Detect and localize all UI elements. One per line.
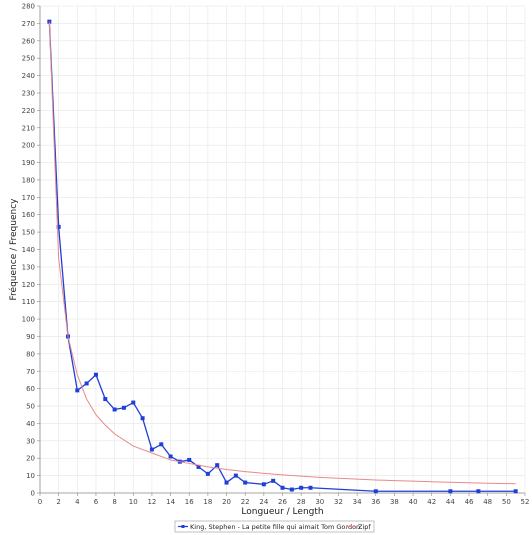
x-tick-label: 42: [427, 498, 436, 506]
y-tick-label: 250: [22, 55, 35, 63]
x-tick-label: 16: [185, 498, 194, 506]
data-point-marker: [84, 381, 89, 386]
legend-swatch-marker-series-1: [181, 525, 185, 528]
x-axis-title: Longueur / Length: [241, 507, 323, 517]
data-point-marker: [121, 405, 126, 410]
data-point-marker: [112, 407, 117, 412]
y-tick-label: 40: [26, 420, 35, 428]
data-point-marker: [168, 454, 173, 459]
y-tick-label: 70: [26, 368, 35, 376]
data-point-marker: [196, 464, 201, 469]
data-point-marker: [448, 489, 453, 494]
x-tick-label: 18: [203, 498, 212, 506]
data-point-marker: [299, 485, 304, 490]
y-tick-label: 100: [22, 316, 35, 324]
y-tick-label: 240: [22, 72, 35, 80]
y-tick-label: 140: [22, 246, 35, 254]
x-tick-label: 8: [112, 498, 116, 506]
data-point-marker: [187, 457, 192, 462]
y-tick-label: 170: [22, 194, 35, 202]
x-tick-label: 2: [56, 498, 60, 506]
y-tick-label: 90: [26, 333, 35, 341]
x-tick-label: 34: [353, 498, 362, 506]
data-point-marker: [75, 388, 80, 393]
data-point-marker: [261, 482, 266, 487]
y-tick-label: 270: [22, 20, 35, 28]
data-point-marker: [513, 489, 518, 494]
y-tick-label: 130: [22, 263, 35, 271]
data-point-marker: [131, 400, 136, 405]
data-point-marker: [233, 473, 238, 478]
y-tick-label: 180: [22, 176, 35, 184]
y-tick-label: 200: [22, 142, 35, 150]
data-point-marker: [280, 485, 285, 490]
x-tick-label: 38: [390, 498, 399, 506]
x-tick-label: 6: [94, 498, 99, 506]
x-tick-label: 10: [129, 498, 138, 506]
data-point-marker: [56, 224, 61, 229]
y-tick-labels: 0 10 20 30 40 50 60 70 80 90 100 110 120 130 140 150 160…: [22, 3, 40, 498]
legend: King, Stephen - La petite fille qui aima…: [174, 520, 375, 533]
y-tick-label: 110: [22, 298, 35, 306]
x-tick-label: 50: [502, 498, 511, 506]
x-tick-label: 32: [334, 498, 343, 506]
x-tick-label: 30: [315, 498, 324, 506]
x-tick-labels: 0 2 4 6 8 10 12 14 16 18 20 22 24 26 28 30 32 34 36 38 40 42 4…: [38, 493, 530, 506]
data-point-marker: [103, 397, 108, 402]
data-point-marker: [308, 485, 313, 490]
x-tick-label: 52: [521, 498, 530, 506]
data-point-marker: [149, 447, 154, 452]
data-point-marker: [289, 487, 294, 492]
data-point-marker: [373, 489, 378, 494]
legend-label-series-1: King, Stephen - La petite fille qui aima…: [190, 523, 362, 531]
x-tick-label: 44: [446, 498, 455, 506]
x-tick-label: 0: [38, 498, 42, 506]
x-tick-label: 48: [483, 498, 492, 506]
y-tick-label: 0: [31, 490, 35, 498]
y-tick-label: 60: [26, 385, 35, 393]
x-tick-label: 36: [371, 498, 380, 506]
x-tick-label: 46: [465, 498, 474, 506]
x-tick-label: 12: [147, 498, 156, 506]
data-point-marker: [271, 478, 276, 483]
y-tick-label: 260: [22, 37, 35, 45]
x-tick-label: 28: [297, 498, 306, 506]
y-tick-label: 210: [22, 124, 35, 132]
data-point-marker: [224, 480, 229, 485]
series-line-2: [48, 21, 516, 485]
x-tick-label: 20: [222, 498, 231, 506]
data-point-marker: [215, 463, 220, 468]
x-tick-label: 4: [75, 498, 80, 506]
series: [47, 19, 518, 494]
data-point-marker: [140, 416, 145, 421]
x-tick-label: 26: [278, 498, 287, 506]
y-tick-label: 220: [22, 107, 35, 115]
legend-label-series-2: Zipf: [358, 523, 371, 531]
y-tick-label: 230: [22, 89, 35, 97]
y-tick-label: 190: [22, 159, 35, 167]
y-tick-label: 10: [26, 472, 35, 480]
y-tick-label: 280: [22, 3, 35, 11]
y-tick-label: 50: [26, 403, 35, 411]
x-tick-label: 24: [259, 498, 268, 506]
data-point-marker: [159, 442, 164, 447]
x-tick-label: 14: [166, 498, 175, 506]
grid: [40, 5, 526, 493]
y-tick-label: 150: [22, 229, 35, 237]
legend-box: [174, 520, 375, 533]
data-point-marker: [243, 480, 248, 485]
y-axis-title: Fréquence / Frequency: [8, 198, 19, 301]
y-tick-label: 20: [26, 455, 35, 463]
data-point-marker: [93, 372, 98, 377]
data-point-marker: [476, 489, 481, 494]
x-tick-label: 40: [409, 498, 418, 506]
y-tick-label: 30: [26, 437, 35, 445]
y-tick-label: 160: [22, 211, 35, 219]
y-tick-label: 120: [22, 281, 35, 289]
data-point-marker: [205, 471, 210, 476]
y-tick-label: 80: [26, 350, 35, 358]
x-tick-label: 22: [241, 498, 250, 506]
